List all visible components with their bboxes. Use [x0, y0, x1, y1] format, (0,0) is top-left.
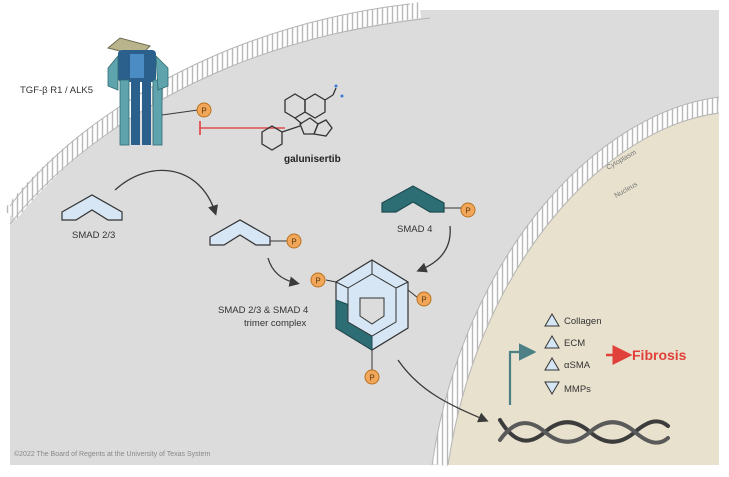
phosphorylation-arrow [114, 169, 218, 216]
dna-helix-icon [498, 418, 670, 445]
svg-text:P: P [421, 296, 426, 305]
svg-text:MMPs: MMPs [564, 384, 591, 395]
svg-text:P: P [201, 107, 206, 116]
svg-text:ECM: ECM [564, 338, 585, 349]
svg-text:P: P [315, 277, 320, 286]
down-triangle-icon [544, 381, 560, 395]
gene-target-list: Collagen ECM αSMA MMPs [544, 313, 602, 395]
svg-text:P: P [291, 238, 296, 247]
complex-label-line1: SMAD 2/3 & SMAD 4 [218, 305, 308, 316]
smad4-label: SMAD 4 [397, 224, 432, 235]
gene-target-mmps: MMPs [544, 381, 591, 395]
phosphate-complex-bottom: P [364, 369, 380, 385]
complex-label-line2: trimer complex [244, 318, 307, 329]
copyright-text: ©2022 The Board of Regents at the Univer… [14, 450, 211, 458]
phosphate-complex-right: P [416, 291, 432, 307]
svg-text:Collagen: Collagen [564, 316, 602, 327]
smad23-protein [61, 194, 123, 221]
svg-text:P: P [369, 374, 374, 383]
arrow-smad23-to-complex [267, 257, 300, 287]
up-triangle-icon [544, 357, 560, 371]
smad4-protein [381, 185, 445, 213]
gene-target-collagen: Collagen [544, 313, 602, 327]
gene-target-asma: αSMA [544, 357, 591, 371]
receptor-label: TGF-β R1 / ALK5 [20, 85, 93, 96]
galunisertib-label: galunisertib [284, 154, 341, 165]
smad23-label: SMAD 2/3 [72, 230, 115, 241]
transcription-arrow [508, 343, 537, 405]
phosphate-receptor: P [196, 102, 212, 118]
arrow-complex-to-dna [397, 359, 489, 423]
tgf-beta-receptor [106, 37, 169, 146]
galunisertib-structure-icon [261, 87, 337, 151]
smad23-phosphorylated [209, 219, 271, 246]
up-triangle-icon [544, 335, 560, 349]
up-triangle-icon [544, 313, 560, 327]
gene-target-ecm: ECM [544, 335, 585, 349]
phosphate-smad4: P [460, 202, 476, 218]
smad-trimer-complex [335, 259, 409, 351]
fibrosis-label: Fibrosis [632, 347, 687, 363]
svg-text:αSMA: αSMA [564, 360, 591, 371]
svg-text:P: P [465, 207, 470, 216]
phosphate-smad23: P [286, 233, 302, 249]
phosphate-complex-left: P [310, 272, 326, 288]
arrow-smad4-to-complex [416, 225, 451, 273]
